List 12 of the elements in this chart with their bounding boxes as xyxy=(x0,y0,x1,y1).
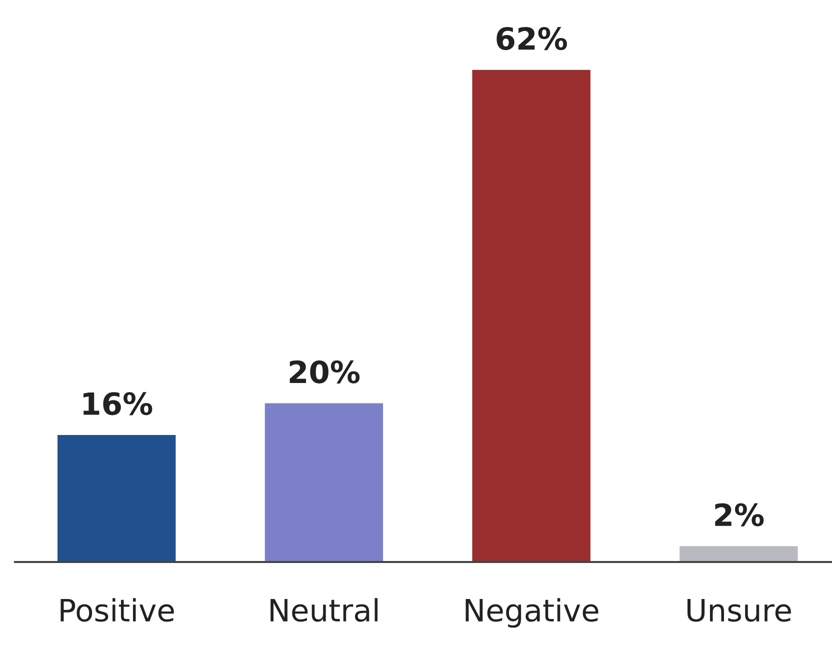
x-tick-label: Unsure xyxy=(688,599,791,622)
bar xyxy=(680,546,798,562)
data-label: 20% xyxy=(290,360,360,384)
x-tick-label: Negative xyxy=(466,598,598,628)
bar xyxy=(58,435,176,562)
bar xyxy=(264,403,384,562)
data-label: 2% xyxy=(715,503,764,526)
bar xyxy=(472,70,590,562)
x-tick-label: Neutral xyxy=(270,598,378,622)
data-label: 16% xyxy=(83,392,152,416)
x-tick-label: Positive xyxy=(60,598,174,622)
data-label: 62% xyxy=(496,26,567,50)
